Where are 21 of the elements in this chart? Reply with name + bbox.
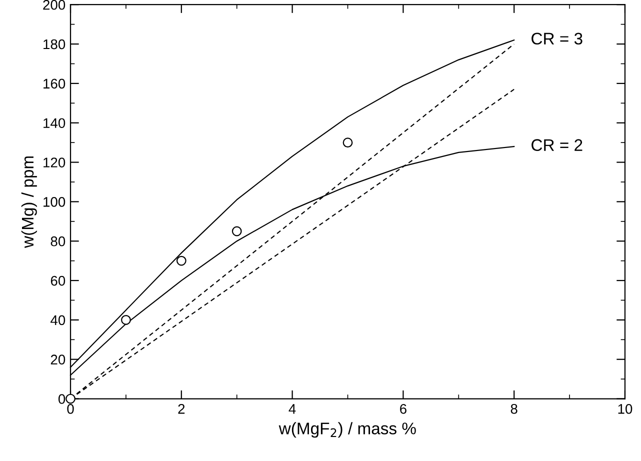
y-tick-label: 20 [50,354,66,365]
y-tick-label: 100 [44,197,66,207]
y-tick-label: 80 [50,236,66,246]
y-tick-label: 180 [44,39,66,50]
x-axis-title: w(MgF$_{2}$) / mass % [278,422,416,438]
y-tick-label: 200 [43,0,66,10]
x-tick-label: 0 [67,404,74,414]
y-axis-title: w(Mg) / ppm [21,156,37,248]
x-tick-label: 8 [510,404,518,414]
legend-label: CR = 3 [532,32,582,45]
x-tick-label: 4 [288,404,296,414]
legend-label: CR = 2 [532,139,582,151]
y-tick-label: 120 [44,158,66,168]
x-tick-label: 6 [400,404,406,414]
y-tick-label: 60 [50,276,66,286]
y-tick-label: 140 [44,118,66,128]
y-tick-label: 160 [44,78,66,89]
x-tick-label: 10 [618,404,632,414]
y-tick-label: 0 [58,394,66,404]
x-tick-label: 2 [178,404,185,414]
y-tick-label: 40 [50,315,66,326]
